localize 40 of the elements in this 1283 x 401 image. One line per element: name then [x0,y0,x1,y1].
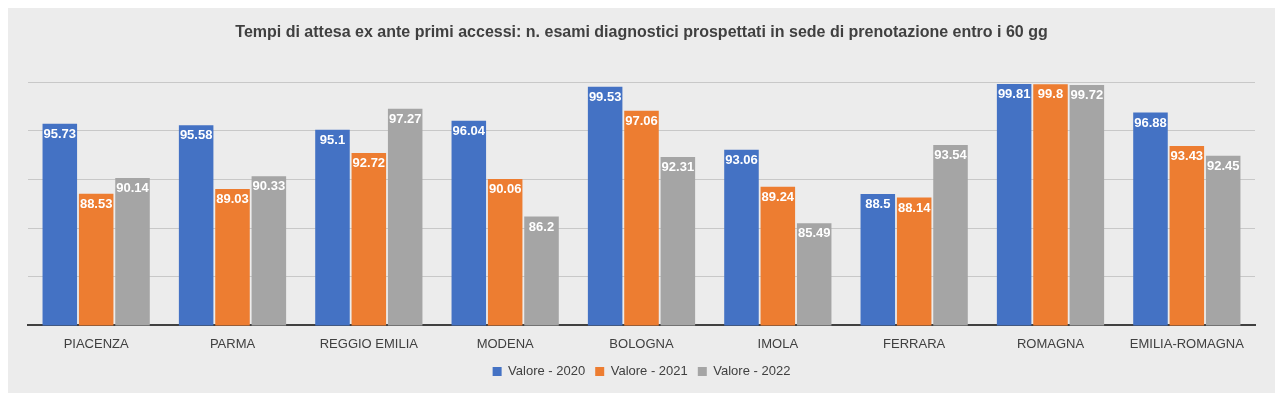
x-tick-label: PIACENZA [63,335,129,351]
x-tick-label: IMOLA [757,335,799,351]
data-label: 88.5 [865,196,891,212]
x-tick-label: MODENA [476,335,535,351]
data-label: 95.58 [179,127,213,143]
data-label: 92.31 [661,159,695,175]
data-label: 99.53 [588,88,622,104]
data-label: 88.14 [897,199,932,215]
data-label: 92.72 [352,155,386,171]
x-tick-label: ROMAGNA [1016,335,1085,351]
data-label: 89.24 [761,188,795,204]
x-tick-label: PARMA [209,335,256,351]
data-label: 96.88 [1134,114,1167,130]
data-label: 99.72 [1070,87,1104,102]
data-label: 99.8 [1037,86,1064,102]
data-label: 88.53 [79,195,113,211]
x-tick-label: BOLOGNA [609,335,674,351]
data-label: 95.1 [319,131,346,147]
data-label: 97.27 [388,110,422,126]
data-label: 90.14 [116,180,150,196]
legend-label: Valore - 2022 [713,363,791,379]
x-tick-label: FERRARA [883,335,946,351]
data-label: 92.45 [1206,157,1240,173]
data-label: 90.33 [252,178,286,194]
data-label: 90.06 [488,180,522,196]
legend-label: Valore - 2021 [610,363,688,379]
data-label: 96.04 [452,122,486,138]
x-tick-label: EMILIA-ROMAGNA [1129,335,1245,351]
x-tick-label: REGGIO EMILIA [319,335,419,351]
data-label: 97.06 [625,112,658,128]
data-label: 99.81 [997,86,1031,102]
chart-title: Tempi di attesa ex ante primi accessi: n. esami diagnostici prospettati in sede di prenotazione entro i 60 gg [235,23,1048,41]
legend-label: Valore - 2020 [508,363,586,379]
data-label: 93.54 [934,147,968,163]
data-label: 95.73 [43,125,77,141]
data-label: 86.2 [528,218,555,234]
data-label: 85.49 [797,225,831,241]
data-label: 93.06 [725,151,758,167]
data-label: 93.43 [1170,148,1204,164]
data-label: 89.03 [216,190,249,206]
